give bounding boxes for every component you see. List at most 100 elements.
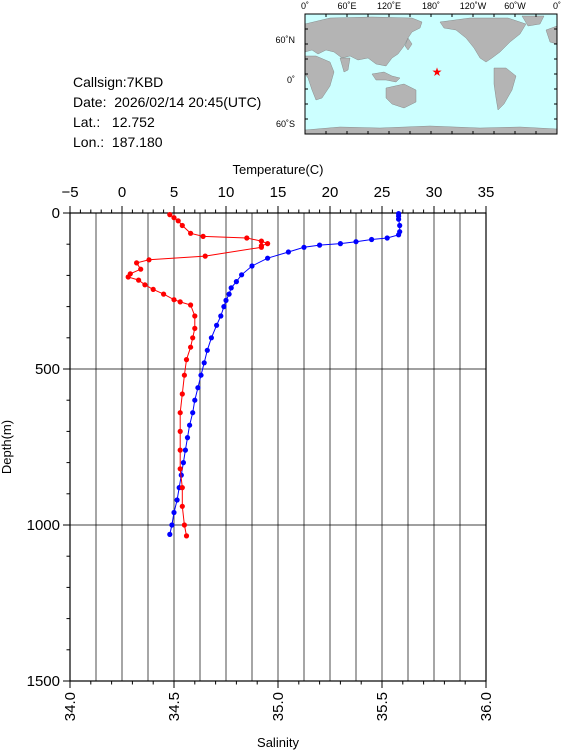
salinity-tick-label: 36.0 xyxy=(478,692,495,721)
temperature-point xyxy=(221,304,227,310)
salinity-point xyxy=(179,222,185,229)
land-japan xyxy=(404,37,413,51)
temperature-point xyxy=(204,347,210,353)
depth-tick-label: 500 xyxy=(35,361,60,378)
temperature-tick-label: 35 xyxy=(478,184,495,201)
temperature-point xyxy=(171,509,177,516)
temperature-point xyxy=(184,435,191,441)
salinity-point xyxy=(142,282,148,288)
map-longitude-label: 180˚ xyxy=(422,1,440,11)
depth-axis: 0 500 1000 1500 xyxy=(27,205,70,690)
map-longitude-label: 120˚W xyxy=(460,1,487,11)
salinity-point xyxy=(192,325,198,331)
land-north-america xyxy=(439,17,527,63)
map-longitude-label: 60˚E xyxy=(337,1,356,11)
plot-grid xyxy=(70,213,486,681)
temperature-point xyxy=(317,242,323,248)
salinity-point xyxy=(177,447,183,453)
salinity-point xyxy=(190,335,196,341)
salinity-point xyxy=(146,257,152,263)
callsign-label: Callsign: xyxy=(73,74,127,90)
salinity-point xyxy=(136,277,142,283)
salinity-axis: 34.0 34.5 35.0 35.5 36.0 xyxy=(62,681,495,721)
temperature-series xyxy=(167,211,403,538)
temperature-point xyxy=(353,239,359,245)
temperature-point xyxy=(384,235,390,241)
callsign-value: 7KBD xyxy=(126,74,164,90)
salinity-point xyxy=(202,253,208,259)
land-india xyxy=(339,57,351,73)
land-eurasia xyxy=(304,16,423,67)
temperature-axis-title: Temperature(C) xyxy=(232,162,323,177)
date-value: 2026/02/14 20:45(UTC) xyxy=(114,94,262,110)
salinity-axis-title: Salinity xyxy=(257,735,299,750)
map-latitude-label: 0˚ xyxy=(287,75,295,85)
temperature-tick-label: 25 xyxy=(374,184,391,201)
salinity-point xyxy=(188,230,194,236)
salinity-point xyxy=(183,357,190,363)
lon-line: Lon.: 187.180 xyxy=(73,132,261,152)
salinity-point xyxy=(265,241,271,247)
map-longitude-label: 0˚ xyxy=(553,1,561,11)
land-greenland xyxy=(521,15,545,27)
profile-series xyxy=(125,211,403,539)
salinity-point xyxy=(167,212,173,218)
temperature-point xyxy=(239,272,245,278)
temperature-point xyxy=(190,410,196,416)
date-label: Date: xyxy=(73,94,107,110)
temperature-point xyxy=(233,279,239,285)
salinity-point xyxy=(258,238,264,244)
salinity-tick-label: 34.5 xyxy=(166,692,183,721)
temperature-point xyxy=(249,263,255,269)
salinity-point xyxy=(192,313,198,319)
temperature-point xyxy=(369,236,375,243)
salinity-point xyxy=(200,233,206,239)
temperature-point xyxy=(285,249,291,255)
temperature-point xyxy=(182,447,188,453)
map-frame-ticks xyxy=(304,13,558,135)
temperature-point xyxy=(180,460,186,466)
salinity-point xyxy=(179,503,185,509)
salinity-point xyxy=(171,297,177,303)
salinity-point xyxy=(161,291,167,297)
temperature-point xyxy=(198,372,204,378)
salinity-point xyxy=(188,302,194,308)
salinity-point xyxy=(179,391,185,397)
land-indonesia xyxy=(371,71,401,83)
lon-value: 187.180 xyxy=(111,134,163,150)
salinity-point xyxy=(134,260,140,266)
salinity-point xyxy=(179,485,185,491)
temperature-axis: −5 0 5 10 15 20 25 30 35 xyxy=(61,184,494,213)
salinity-point xyxy=(181,522,187,528)
station-info: Callsign:7KBD Date: 2026/02/14 20:45(UTC… xyxy=(73,72,261,152)
salinity-point xyxy=(125,274,131,280)
temperature-point xyxy=(187,422,193,428)
temperature-point xyxy=(214,322,220,328)
temperature-point xyxy=(337,241,343,247)
temperature-point xyxy=(169,522,175,528)
lon-label: Lon.: xyxy=(73,134,105,150)
temperature-point xyxy=(201,360,207,366)
map-land xyxy=(304,15,558,135)
world-map-inset: 0˚ 60˚E 120˚E 180˚ 120˚W 60˚W 0˚ 60˚N 0˚ 60˚S ★ xyxy=(275,1,561,135)
salinity-point xyxy=(258,244,264,250)
salinity-point xyxy=(188,344,194,350)
temperature-tick-label: 30 xyxy=(426,184,443,201)
salinity-point xyxy=(177,410,183,416)
temperature-point xyxy=(396,232,402,238)
temperature-point xyxy=(208,335,214,341)
temperature-tick-label: 15 xyxy=(270,184,287,201)
salinity-tick-label: 35.0 xyxy=(270,692,287,721)
depth-tick-label: 0 xyxy=(52,205,60,222)
salinity-point xyxy=(171,215,177,221)
map-longitude-label: 60˚W xyxy=(504,1,526,11)
salinity-series xyxy=(125,212,271,539)
lat-label: Lat.: xyxy=(73,114,101,130)
map-latitude-label: 60˚N xyxy=(275,35,295,45)
land-australia xyxy=(385,83,417,109)
temperature-tick-label: −5 xyxy=(61,184,78,201)
temperature-point xyxy=(397,222,403,229)
salinity-point xyxy=(175,218,181,224)
temperature-point xyxy=(396,216,402,222)
